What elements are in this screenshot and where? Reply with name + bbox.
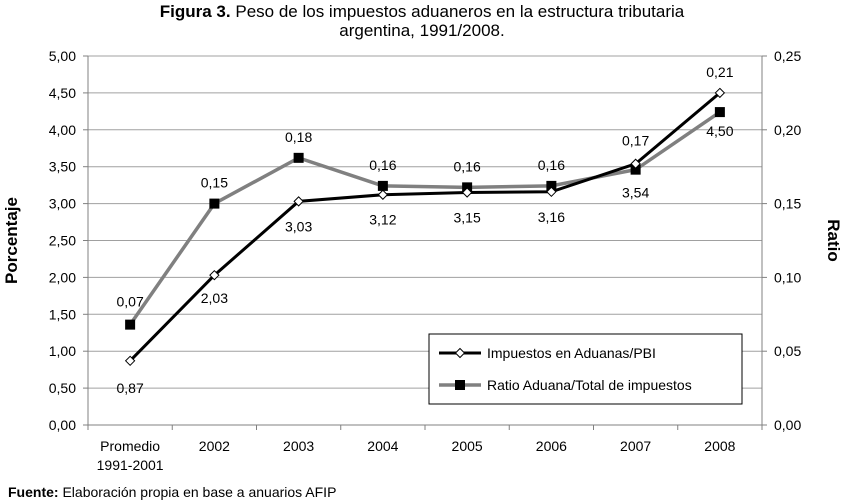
y-tick-label: 4,00 (49, 122, 76, 138)
y2-tick-label: 0,05 (774, 343, 801, 359)
data-label-ratio: 0,07 (117, 294, 144, 310)
data-label-pbi: 2,03 (201, 290, 228, 306)
y-tick-label: 3,50 (49, 159, 76, 175)
chart-title: Figura 3. Peso de los impuestos aduanero… (0, 2, 844, 22)
data-label-ratio: 0,15 (201, 175, 228, 191)
data-point-ratio (125, 319, 136, 330)
data-label-pbi: 3,03 (285, 218, 312, 234)
y2-tick-label: 0,00 (774, 417, 801, 433)
legend-marker-ratio (455, 380, 465, 390)
data-label-ratio: 0,17 (622, 133, 649, 149)
y-tick-label: 2,50 (49, 233, 76, 249)
y2-tick-label: 0,10 (774, 269, 801, 285)
x-tick-label: 2006 (536, 438, 567, 454)
legend-marker-pbi (454, 347, 466, 359)
y-tick-label: 0,00 (49, 417, 76, 433)
data-label-pbi: 3,16 (538, 209, 565, 225)
data-label-pbi: 3,12 (369, 212, 396, 228)
y2-tick-label: 0,20 (774, 122, 801, 138)
data-point-pbi (377, 189, 389, 200)
legend-label-ratio: Ratio Aduana/Total de impuestos (487, 377, 692, 393)
source-text: Elaboración propia en base a anuarios AF… (62, 484, 337, 500)
data-label-ratio: 0,21 (706, 64, 733, 80)
figure-number: Figura 3. (159, 2, 231, 21)
data-point-ratio (546, 180, 557, 191)
x-tick-label: 2005 (452, 438, 483, 454)
data-point-pbi (124, 355, 136, 367)
series-line-ratio (128, 110, 721, 326)
data-point-pbi (546, 186, 557, 197)
legend-label-pbi: Impuestos en Aduanas/PBI (487, 345, 656, 361)
data-label-ratio: 0,16 (369, 157, 396, 173)
x-tick-label: 2004 (367, 438, 398, 454)
y2-tick-label: 0,15 (774, 196, 801, 212)
data-point-ratio (209, 198, 220, 209)
line-chart: 0,00 0,50 1,00 1,50 2,00 2,50 3,00 3,50 4,00 4,50… (2, 48, 843, 473)
data-point-pbi (714, 87, 726, 99)
data-label-pbi: 3,54 (622, 185, 649, 201)
data-label-ratio: 0,18 (285, 129, 312, 145)
x-tick-label: 2002 (199, 438, 230, 454)
y-tick-label: 1,00 (49, 343, 76, 359)
y-tick-label: 0,50 (49, 380, 76, 396)
series-line-pbi (129, 91, 721, 362)
data-point-ratio (293, 152, 304, 163)
title-line-2: argentina, 1991/2008. (339, 21, 505, 40)
y-tick-label: 1,50 (49, 306, 76, 322)
legend-box (428, 333, 743, 405)
source-label: Fuente: (8, 484, 59, 500)
data-label-ratio: 0,16 (538, 157, 565, 173)
data-point-ratio (630, 164, 641, 175)
data-point-ratio (714, 107, 725, 118)
data-label-ratio: 0,16 (454, 158, 481, 174)
data-point-pbi (461, 187, 473, 198)
y-tick-label: 2,00 (49, 269, 76, 285)
data-label-pbi: 0,87 (117, 380, 144, 396)
x-tick-label: 2003 (283, 438, 314, 454)
y2-tick-label: 0,25 (774, 48, 801, 64)
x-tick-label: 2007 (620, 438, 651, 454)
source-note: Fuente: Elaboración propia en base a anu… (8, 484, 336, 500)
data-point-ratio (377, 180, 388, 191)
y2-axis-title: Ratio (824, 219, 843, 262)
y-tick-label: 5,00 (49, 48, 76, 64)
data-point-pbi (209, 269, 220, 281)
title-line-1: Peso de los impuestos aduaneros en la es… (235, 2, 685, 21)
y-tick-label: 4,50 (49, 85, 76, 101)
y-axis-title: Porcentaje (2, 197, 21, 284)
y-tick-label: 3,00 (49, 196, 76, 212)
x-tick-label: Promedio 1991-2001 (97, 438, 164, 473)
data-point-pbi (293, 196, 304, 207)
data-label-pbi: 3,15 (454, 210, 481, 226)
data-point-pbi (630, 158, 641, 169)
data-label-pbi: 4,50 (706, 123, 733, 139)
x-tick-label: 2008 (704, 438, 735, 454)
